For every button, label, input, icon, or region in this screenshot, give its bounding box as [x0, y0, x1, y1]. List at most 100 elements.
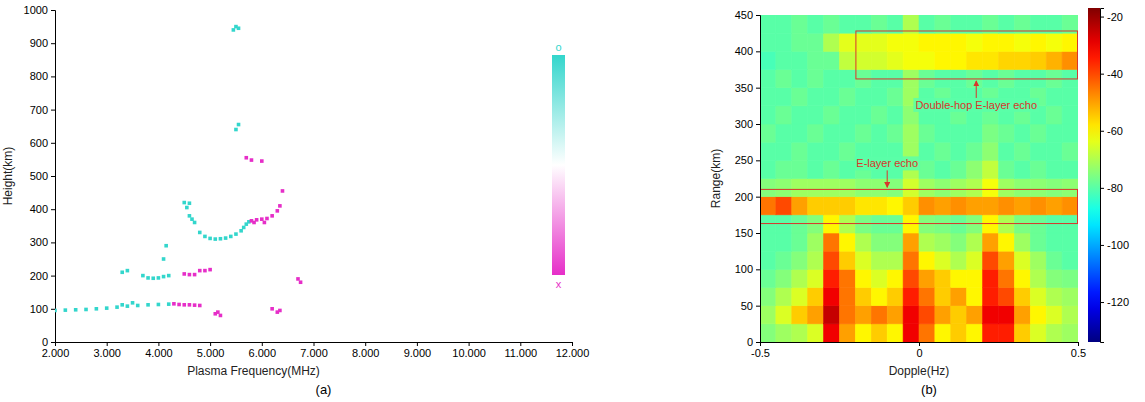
cell	[824, 70, 840, 88]
cell	[1014, 142, 1030, 160]
cell	[951, 33, 967, 51]
cell	[808, 251, 824, 269]
tick: 200	[30, 270, 55, 282]
cell	[919, 51, 935, 69]
cell	[840, 197, 856, 215]
tick-mark	[756, 124, 760, 125]
cell	[824, 51, 840, 69]
point	[234, 128, 238, 132]
cell	[808, 179, 824, 197]
cell	[1030, 324, 1046, 342]
cell	[776, 160, 792, 178]
tick-mark	[756, 160, 760, 161]
cell	[1014, 160, 1030, 178]
tick-label: 1000	[24, 4, 48, 16]
cell	[776, 197, 792, 215]
point	[172, 302, 176, 306]
tick-mark	[158, 342, 159, 346]
point	[188, 201, 192, 205]
cell	[840, 306, 856, 324]
axis-title: Height(km)	[1, 147, 15, 206]
tick-label: -100	[1107, 239, 1129, 251]
cell	[840, 15, 856, 33]
tick: -20	[1100, 11, 1123, 23]
point	[278, 309, 282, 313]
cell	[1046, 51, 1062, 69]
cell	[1062, 160, 1078, 178]
tick-mark	[51, 276, 55, 277]
cell	[792, 70, 808, 88]
tick-label: 100	[30, 303, 48, 315]
cell	[935, 142, 951, 160]
cell	[840, 51, 856, 69]
cell	[903, 288, 919, 306]
cell	[887, 269, 903, 287]
cell	[935, 15, 951, 33]
cell	[887, 233, 903, 251]
tick-label: -40	[1107, 68, 1123, 80]
annotation-arrow	[976, 81, 977, 98]
cell	[935, 251, 951, 269]
cell	[1030, 288, 1046, 306]
tick-mark	[1100, 245, 1104, 246]
tick-mark	[262, 342, 263, 346]
tick: 3.000	[93, 342, 121, 359]
point	[193, 273, 197, 277]
point	[162, 257, 166, 261]
cell	[792, 269, 808, 287]
point	[182, 303, 186, 307]
cell	[999, 15, 1015, 33]
cell	[1046, 88, 1062, 106]
cell	[1030, 142, 1046, 160]
point	[198, 269, 202, 273]
cell	[1046, 142, 1062, 160]
cell	[983, 160, 999, 178]
cell	[951, 51, 967, 69]
cell	[871, 15, 887, 33]
cell	[903, 269, 919, 287]
cell	[903, 197, 919, 215]
cell	[887, 197, 903, 215]
tick: 10.000	[452, 342, 486, 359]
cell	[1062, 33, 1078, 51]
cell	[855, 251, 871, 269]
cell	[999, 324, 1015, 342]
cell	[999, 306, 1015, 324]
tick: 600	[30, 137, 55, 149]
cell	[967, 324, 983, 342]
tick-label: 600	[30, 137, 48, 149]
tick: 100	[735, 263, 760, 275]
point	[64, 308, 68, 312]
tick: 450	[735, 9, 760, 21]
cell	[1014, 306, 1030, 324]
cell	[903, 306, 919, 324]
tick: 0	[916, 342, 922, 359]
point	[167, 302, 171, 306]
cell	[1030, 233, 1046, 251]
cell	[1030, 179, 1046, 197]
cell	[1014, 15, 1030, 33]
point	[185, 206, 189, 210]
cell	[967, 51, 983, 69]
series	[172, 156, 302, 317]
cell	[776, 70, 792, 88]
cell	[760, 15, 776, 33]
cell	[919, 15, 935, 33]
cell	[776, 124, 792, 142]
cell	[840, 142, 856, 160]
point	[126, 269, 130, 273]
cell	[983, 15, 999, 33]
cell	[824, 324, 840, 342]
point	[84, 308, 88, 312]
cell	[760, 124, 776, 142]
cell	[951, 179, 967, 197]
cell	[824, 251, 840, 269]
cell	[1062, 288, 1078, 306]
point	[255, 218, 259, 222]
cell	[824, 288, 840, 306]
cell	[808, 88, 824, 106]
cell	[967, 288, 983, 306]
point	[157, 276, 161, 280]
cell	[1046, 288, 1062, 306]
cell	[967, 142, 983, 160]
